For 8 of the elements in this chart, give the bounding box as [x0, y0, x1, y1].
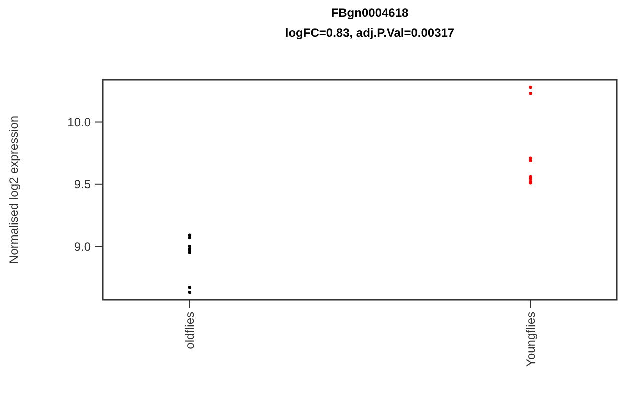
chart-title: FBgn0004618 — [331, 6, 410, 20]
y-tick-label: 9.5 — [74, 178, 92, 192]
x-tick-label: Youngflies — [524, 312, 538, 367]
y-tick-label: 10.0 — [68, 115, 92, 130]
chart-subtitle: logFC=0.83, adj.P.Val=0.00317 — [285, 26, 455, 40]
x-tick-label: oldflies — [183, 312, 198, 350]
y-tick-label: 9.0 — [74, 240, 92, 254]
y-axis-title: Normalised log2 expression — [7, 116, 21, 264]
